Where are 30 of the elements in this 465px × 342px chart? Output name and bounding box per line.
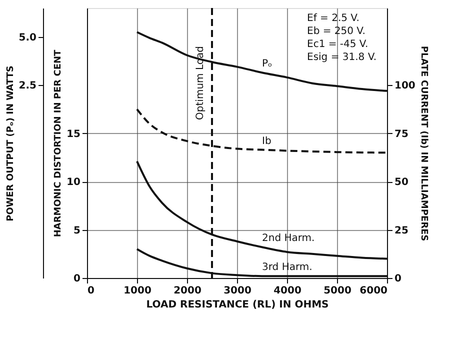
y3-tick-label: 2.5 [18,80,37,92]
y3-axis-title: POWER OUTPUT (Pₒ) IN WATTS [6,66,16,222]
x-tick-label: 0 [88,286,94,296]
annotation: Eb = 250 V. [307,26,366,37]
x-tick-label: 6000 [360,286,388,296]
series-label: Ib [262,136,272,147]
x-tick-label: 3000 [224,286,252,296]
y-tick-label: 5 [74,225,81,236]
x-tick-label: 5000 [324,286,352,296]
y2-axis-title: PLATE CURRENT (Ib) IN MILLIAMPERES [418,46,428,242]
y2-tick-label: 50 [394,177,408,188]
x-axis-title: LOAD RESISTANCE (RL) IN OHMS [146,300,329,310]
y2-tick-label: 75 [394,128,408,140]
y3-tick-label: 5.0 [18,32,37,44]
series-label: 2nd Harm. [262,233,315,244]
y2-tick-label: 0 [394,274,402,284]
annotation: Ef = 2.5 V. [307,13,360,24]
series-label: Pₒ [262,58,272,70]
annotation: Esig = 31.8 V. [307,52,377,63]
y-axis-title: HARMONIC DISTORTION IN PER CENT [54,48,64,238]
x-tick-label: 4000 [274,286,302,296]
x-tick-label: 2000 [174,286,202,296]
annotation: Ec1 = -45 V. [307,39,368,50]
series-label: 3rd Harm. [262,262,312,274]
y-tick-label: 0 [74,274,81,284]
x-tick-label: 1000 [124,286,152,296]
y2-tick-label: 25 [394,225,408,236]
y-tick-label: 15 [66,128,81,140]
y2-tick-label: 100 [394,80,416,92]
y-tick-label: 10 [66,177,81,188]
